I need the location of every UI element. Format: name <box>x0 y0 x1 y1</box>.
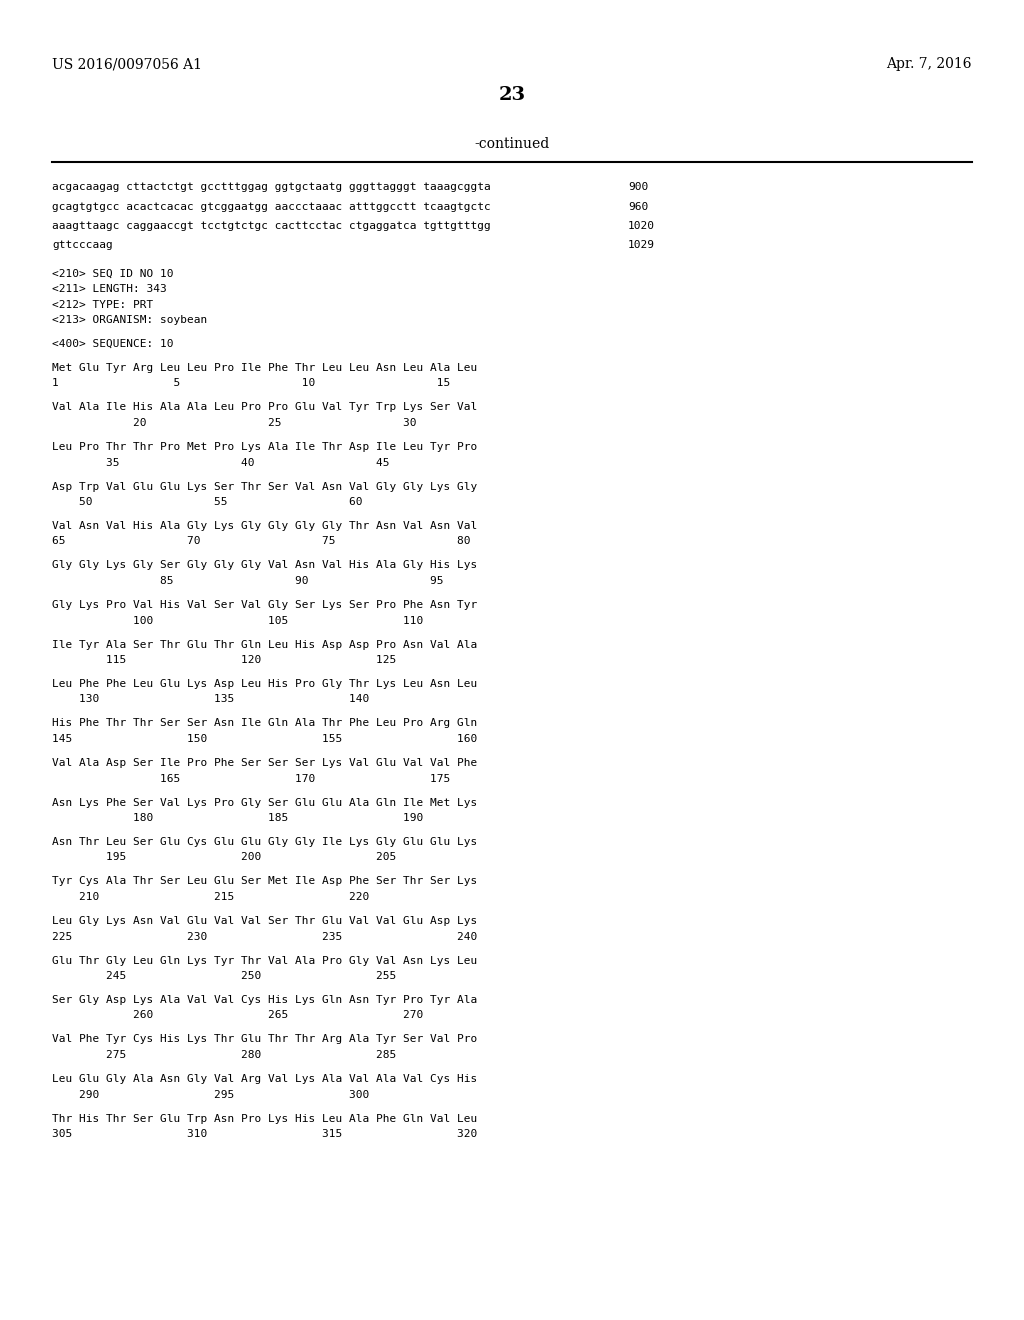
Text: 100                 105                 110: 100 105 110 <box>52 615 423 626</box>
Text: Val Ala Ile His Ala Ala Leu Pro Pro Glu Val Tyr Trp Lys Ser Val: Val Ala Ile His Ala Ala Leu Pro Pro Glu … <box>52 403 477 412</box>
Text: Leu Gly Lys Asn Val Glu Val Val Ser Thr Glu Val Val Glu Asp Lys: Leu Gly Lys Asn Val Glu Val Val Ser Thr … <box>52 916 477 927</box>
Text: 65                  70                  75                  80: 65 70 75 80 <box>52 536 470 546</box>
Text: gttcccaag: gttcccaag <box>52 240 113 251</box>
Text: acgacaagag cttactctgt gcctttggag ggtgctaatg gggttagggt taaagcggta: acgacaagag cttactctgt gcctttggag ggtgcta… <box>52 182 490 191</box>
Text: Glu Thr Gly Leu Gln Lys Tyr Thr Val Ala Pro Gly Val Asn Lys Leu: Glu Thr Gly Leu Gln Lys Tyr Thr Val Ala … <box>52 956 477 965</box>
Text: <212> TYPE: PRT: <212> TYPE: PRT <box>52 300 154 309</box>
Text: aaagttaagc caggaaccgt tcctgtctgc cacttcctac ctgaggatca tgttgtttgg: aaagttaagc caggaaccgt tcctgtctgc cacttcc… <box>52 220 490 231</box>
Text: US 2016/0097056 A1: US 2016/0097056 A1 <box>52 57 202 71</box>
Text: 275                 280                 285: 275 280 285 <box>52 1049 396 1060</box>
Text: 20                  25                  30: 20 25 30 <box>52 418 417 428</box>
Text: 225                 230                 235                 240: 225 230 235 240 <box>52 932 477 941</box>
Text: Ile Tyr Ala Ser Thr Glu Thr Gln Leu His Asp Asp Pro Asn Val Ala: Ile Tyr Ala Ser Thr Glu Thr Gln Leu His … <box>52 639 477 649</box>
Text: 165                 170                 175: 165 170 175 <box>52 774 451 784</box>
Text: Thr His Thr Ser Glu Trp Asn Pro Lys His Leu Ala Phe Gln Val Leu: Thr His Thr Ser Glu Trp Asn Pro Lys His … <box>52 1114 477 1123</box>
Text: <400> SEQUENCE: 10: <400> SEQUENCE: 10 <box>52 339 173 348</box>
Text: Leu Pro Thr Thr Pro Met Pro Lys Ala Ile Thr Asp Ile Leu Tyr Pro: Leu Pro Thr Thr Pro Met Pro Lys Ala Ile … <box>52 442 477 451</box>
Text: 85                  90                  95: 85 90 95 <box>52 576 443 586</box>
Text: Tyr Cys Ala Thr Ser Leu Glu Ser Met Ile Asp Phe Ser Thr Ser Lys: Tyr Cys Ala Thr Ser Leu Glu Ser Met Ile … <box>52 876 477 887</box>
Text: 23: 23 <box>499 86 525 104</box>
Text: 305                 310                 315                 320: 305 310 315 320 <box>52 1129 477 1139</box>
Text: Gly Lys Pro Val His Val Ser Val Gly Ser Lys Ser Pro Phe Asn Tyr: Gly Lys Pro Val His Val Ser Val Gly Ser … <box>52 601 477 610</box>
Text: Val Asn Val His Ala Gly Lys Gly Gly Gly Gly Thr Asn Val Asn Val: Val Asn Val His Ala Gly Lys Gly Gly Gly … <box>52 521 477 531</box>
Text: Leu Phe Phe Leu Glu Lys Asp Leu His Pro Gly Thr Lys Leu Asn Leu: Leu Phe Phe Leu Glu Lys Asp Leu His Pro … <box>52 678 477 689</box>
Text: <211> LENGTH: 343: <211> LENGTH: 343 <box>52 284 167 294</box>
Text: Asn Lys Phe Ser Val Lys Pro Gly Ser Glu Glu Ala Gln Ile Met Lys: Asn Lys Phe Ser Val Lys Pro Gly Ser Glu … <box>52 797 477 808</box>
Text: His Phe Thr Thr Ser Ser Asn Ile Gln Ala Thr Phe Leu Pro Arg Gln: His Phe Thr Thr Ser Ser Asn Ile Gln Ala … <box>52 718 477 729</box>
Text: 1                 5                  10                  15: 1 5 10 15 <box>52 379 451 388</box>
Text: 50                  55                  60: 50 55 60 <box>52 498 362 507</box>
Text: 1029: 1029 <box>628 240 655 251</box>
Text: Asn Thr Leu Ser Glu Cys Glu Glu Gly Gly Ile Lys Gly Glu Glu Lys: Asn Thr Leu Ser Glu Cys Glu Glu Gly Gly … <box>52 837 477 847</box>
Text: Ser Gly Asp Lys Ala Val Val Cys His Lys Gln Asn Tyr Pro Tyr Ala: Ser Gly Asp Lys Ala Val Val Cys His Lys … <box>52 995 477 1005</box>
Text: Val Ala Asp Ser Ile Pro Phe Ser Ser Ser Lys Val Glu Val Val Phe: Val Ala Asp Ser Ile Pro Phe Ser Ser Ser … <box>52 758 477 768</box>
Text: 1020: 1020 <box>628 220 655 231</box>
Text: <210> SEQ ID NO 10: <210> SEQ ID NO 10 <box>52 268 173 279</box>
Text: <213> ORGANISM: soybean: <213> ORGANISM: soybean <box>52 315 207 325</box>
Text: 290                 295                 300: 290 295 300 <box>52 1089 370 1100</box>
Text: 180                 185                 190: 180 185 190 <box>52 813 423 822</box>
Text: 960: 960 <box>628 202 648 211</box>
Text: 260                 265                 270: 260 265 270 <box>52 1011 423 1020</box>
Text: Gly Gly Lys Gly Ser Gly Gly Gly Val Asn Val His Ala Gly His Lys: Gly Gly Lys Gly Ser Gly Gly Gly Val Asn … <box>52 561 477 570</box>
Text: Asp Trp Val Glu Glu Lys Ser Thr Ser Val Asn Val Gly Gly Lys Gly: Asp Trp Val Glu Glu Lys Ser Thr Ser Val … <box>52 482 477 491</box>
Text: Leu Glu Gly Ala Asn Gly Val Arg Val Lys Ala Val Ala Val Cys His: Leu Glu Gly Ala Asn Gly Val Arg Val Lys … <box>52 1074 477 1084</box>
Text: -continued: -continued <box>474 137 550 150</box>
Text: Val Phe Tyr Cys His Lys Thr Glu Thr Thr Arg Ala Tyr Ser Val Pro: Val Phe Tyr Cys His Lys Thr Glu Thr Thr … <box>52 1035 477 1044</box>
Text: gcagtgtgcc acactcacac gtcggaatgg aaccctaaac atttggcctt tcaagtgctc: gcagtgtgcc acactcacac gtcggaatgg aacccta… <box>52 202 490 211</box>
Text: 130                 135                 140: 130 135 140 <box>52 694 370 705</box>
Text: 195                 200                 205: 195 200 205 <box>52 853 396 862</box>
Text: 245                 250                 255: 245 250 255 <box>52 972 396 981</box>
Text: Met Glu Tyr Arg Leu Leu Pro Ile Phe Thr Leu Leu Asn Leu Ala Leu: Met Glu Tyr Arg Leu Leu Pro Ile Phe Thr … <box>52 363 477 374</box>
Text: 900: 900 <box>628 182 648 191</box>
Text: 35                  40                  45: 35 40 45 <box>52 458 389 467</box>
Text: 115                 120                 125: 115 120 125 <box>52 655 396 665</box>
Text: Apr. 7, 2016: Apr. 7, 2016 <box>887 57 972 71</box>
Text: 145                 150                 155                 160: 145 150 155 160 <box>52 734 477 744</box>
Text: 210                 215                 220: 210 215 220 <box>52 892 370 902</box>
